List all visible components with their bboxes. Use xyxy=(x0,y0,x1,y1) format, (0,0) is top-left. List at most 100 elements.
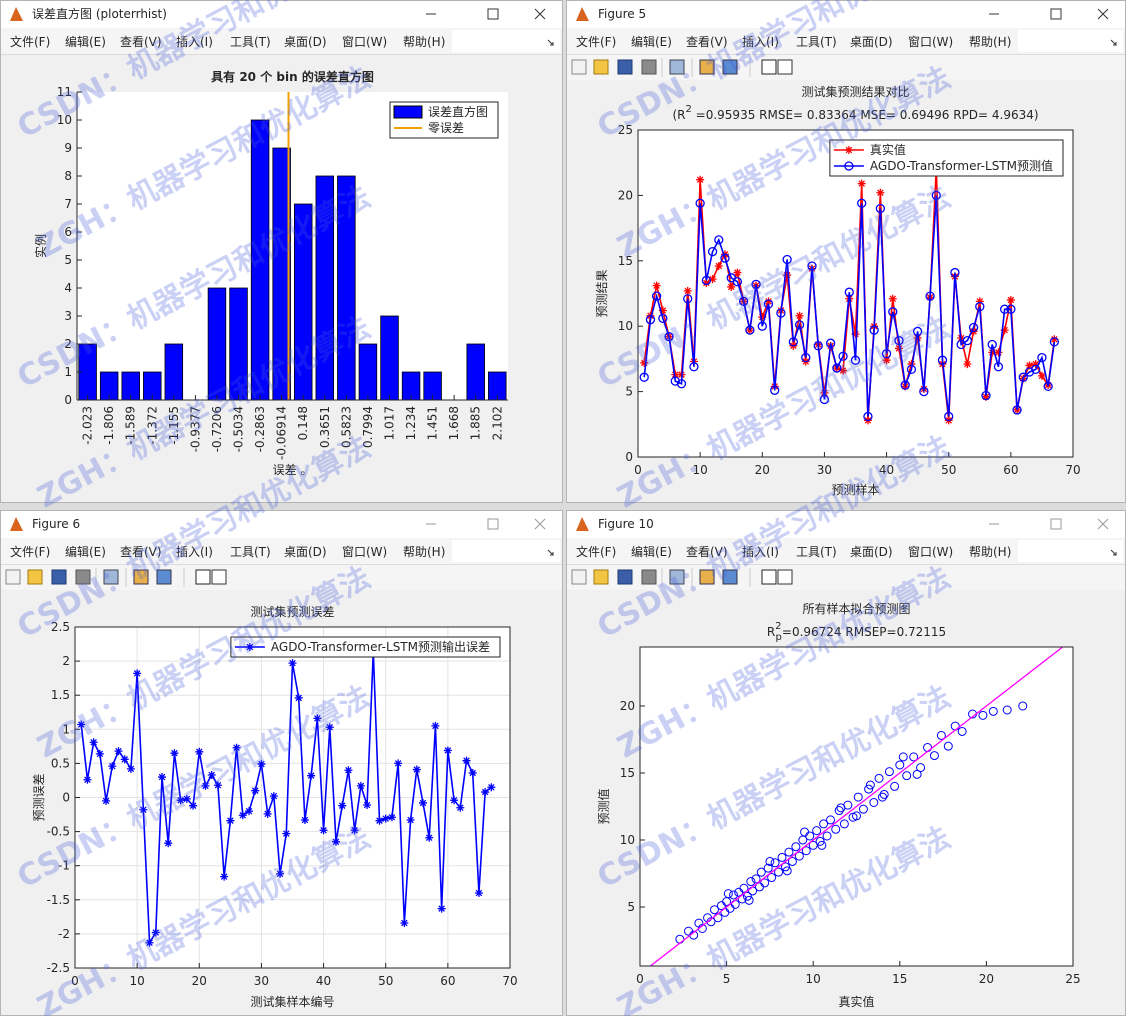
menu-item[interactable]: 查看(V) xyxy=(686,545,728,559)
maximize-button[interactable] xyxy=(487,8,499,20)
menu-item[interactable]: 帮助(H) xyxy=(969,545,1011,559)
close-button[interactable] xyxy=(1097,518,1109,530)
toolbar-button[interactable] xyxy=(593,59,609,75)
close-button[interactable] xyxy=(1097,8,1109,20)
data-point xyxy=(714,262,723,271)
toolbar-button[interactable] xyxy=(669,59,685,75)
app-icon xyxy=(10,517,23,531)
menu-item[interactable]: 窗口(W) xyxy=(908,545,953,559)
scatter-point xyxy=(765,856,775,866)
x-tick-label: 50 xyxy=(941,463,956,477)
data-point xyxy=(733,268,742,277)
toolbar-button[interactable] xyxy=(669,569,685,585)
menu-item[interactable]: 工具(T) xyxy=(796,545,837,559)
menu-item[interactable]: 帮助(H) xyxy=(403,545,445,559)
toolbar-button[interactable] xyxy=(699,569,715,585)
toolbar-button[interactable] xyxy=(195,569,211,585)
data-point xyxy=(844,287,854,297)
toolbar-button[interactable] xyxy=(593,569,609,585)
toolbar-button[interactable] xyxy=(722,569,738,585)
menu-item[interactable]: 桌面(D) xyxy=(850,35,893,49)
menu-item[interactable]: 查看(V) xyxy=(120,545,162,559)
scatter-point xyxy=(763,863,773,873)
x-tick-label: 5 xyxy=(723,972,731,986)
x-tick-label: 1.017 xyxy=(383,406,397,440)
toolbar-button[interactable] xyxy=(722,59,738,75)
y-tick-label: 20 xyxy=(620,699,635,713)
toolbar-button[interactable] xyxy=(571,59,587,75)
toolbar-button[interactable] xyxy=(617,569,633,585)
data-point xyxy=(732,277,743,287)
toolbar-button[interactable] xyxy=(51,569,67,585)
data-point xyxy=(738,296,749,306)
toolbar-button[interactable] xyxy=(777,59,793,75)
menu-item[interactable]: 文件(F) xyxy=(576,34,616,49)
data-point xyxy=(696,175,705,184)
x-tick-label: 40 xyxy=(879,463,894,477)
data-point xyxy=(720,253,730,263)
y-tick-label: 15 xyxy=(618,254,633,268)
menu-item[interactable]: 帮助(H) xyxy=(969,35,1011,49)
menu-item[interactable]: 文件(F) xyxy=(10,34,50,49)
menu-item[interactable]: 桌面(D) xyxy=(850,545,893,559)
menu-item[interactable]: 窗口(W) xyxy=(342,35,387,49)
toolbar-button[interactable] xyxy=(641,569,657,585)
toolbar-button[interactable] xyxy=(75,569,91,585)
data-point xyxy=(807,261,817,271)
toolbar-button[interactable] xyxy=(641,59,657,75)
maximize-button[interactable] xyxy=(1050,8,1062,20)
menu-item[interactable]: 编辑(E) xyxy=(631,34,672,49)
menu-item[interactable]: 插入(I) xyxy=(176,545,213,559)
menu-item[interactable]: 插入(I) xyxy=(742,35,779,49)
menu-item[interactable]: 文件(F) xyxy=(576,544,616,559)
chart-subtitle: R2 p=0.96724 RMSEP=0.72115 xyxy=(767,621,946,643)
menu-item[interactable]: 工具(T) xyxy=(230,545,271,559)
toolbar-button[interactable] xyxy=(761,59,777,75)
menu-item[interactable]: 窗口(W) xyxy=(342,545,387,559)
menu-item[interactable]: 桌面(D) xyxy=(284,35,327,49)
menu-item[interactable]: 编辑(E) xyxy=(65,544,106,559)
toolbar-button[interactable] xyxy=(133,569,149,585)
subtitle-text: (R xyxy=(672,108,685,122)
menu-item[interactable]: 插入(I) xyxy=(176,35,213,49)
toolbar-button[interactable] xyxy=(5,569,21,585)
bar xyxy=(380,315,399,400)
menu-item[interactable]: 编辑(E) xyxy=(65,34,106,49)
toolbar-button[interactable] xyxy=(211,569,227,585)
data-point xyxy=(651,291,662,301)
x-tick-label: 30 xyxy=(817,463,832,477)
menu-item[interactable]: 窗口(W) xyxy=(908,35,953,49)
legend-box xyxy=(829,139,1064,177)
close-button[interactable] xyxy=(534,8,546,20)
data-point xyxy=(757,321,767,331)
y-tick-label: 3 xyxy=(64,309,72,323)
toolbar-button[interactable] xyxy=(617,59,633,75)
data-point xyxy=(158,773,166,782)
maximize-button[interactable] xyxy=(1050,518,1062,530)
maximize-button[interactable] xyxy=(487,518,499,530)
toolbar-button[interactable] xyxy=(699,59,715,75)
toolbar-button[interactable] xyxy=(156,569,172,585)
close-button[interactable] xyxy=(534,518,546,530)
menu-item[interactable]: 查看(V) xyxy=(120,35,162,49)
data-point xyxy=(658,313,668,324)
toolbar-button[interactable] xyxy=(571,569,587,585)
menu-item[interactable]: 工具(T) xyxy=(796,35,837,49)
menu-item[interactable]: 桌面(D) xyxy=(284,545,327,559)
scatter-point xyxy=(784,847,794,857)
toolbar-button[interactable] xyxy=(103,569,119,585)
x-axis-label: 误差 。 xyxy=(273,463,313,477)
menu-item[interactable]: 查看(V) xyxy=(686,35,728,49)
x-tick-label: 1.234 xyxy=(404,406,418,440)
menu-item[interactable]: 工具(T) xyxy=(230,35,271,49)
y-tick-label: -1 xyxy=(58,859,70,873)
toolbar-button[interactable] xyxy=(27,569,43,585)
y-tick-label: -1.5 xyxy=(47,893,70,907)
toolbar-button[interactable] xyxy=(761,569,777,585)
toolbar-button[interactable] xyxy=(777,569,793,585)
menu-item[interactable]: 编辑(E) xyxy=(631,544,672,559)
menu-item[interactable]: 文件(F) xyxy=(10,544,50,559)
y-tick-label: -2 xyxy=(58,927,70,941)
menu-item[interactable]: 帮助(H) xyxy=(403,35,445,49)
menu-item[interactable]: 插入(I) xyxy=(742,545,779,559)
